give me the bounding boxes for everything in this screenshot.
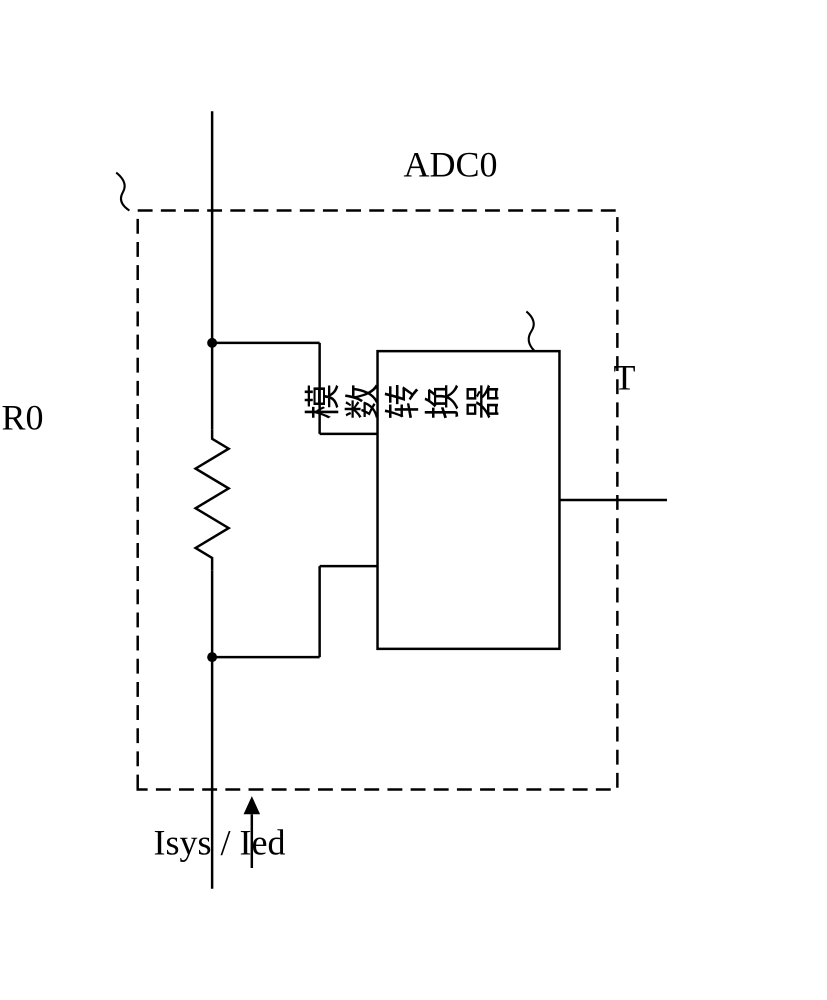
label-current: Isys / Ied: [154, 822, 286, 864]
circuit-svg: [0, 87, 827, 914]
label-output: T: [614, 357, 636, 399]
label-adc-text: 模数转换器: [304, 379, 504, 431]
label-adc-ref: ADC0: [404, 144, 498, 186]
diagram-canvas: 123 R0 模数转换器 ADC0 T Isys / Ied: [0, 87, 827, 914]
ref-leader-123: [116, 173, 129, 211]
resistor-r0: [196, 430, 229, 571]
current-arrow-head: [244, 796, 261, 814]
ref-leader-adc0: [526, 311, 534, 351]
label-resistor: R0: [2, 397, 44, 439]
